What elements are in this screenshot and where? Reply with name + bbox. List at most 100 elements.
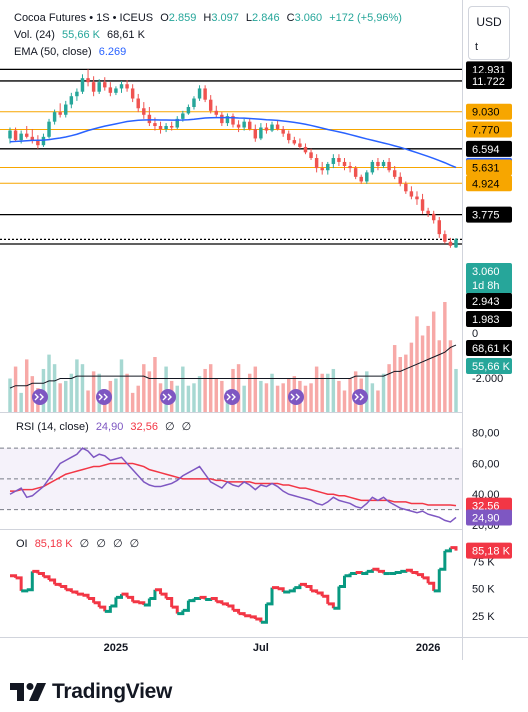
oi-step (333, 586, 341, 610)
volume-bar (75, 359, 79, 412)
rsi-tick-80: 80,00 (472, 428, 500, 440)
candle (326, 163, 330, 171)
candle (247, 121, 252, 130)
candle (64, 104, 68, 115)
oi-badge: 85,18 K (472, 546, 511, 558)
volume-bar (175, 385, 179, 412)
oi-step (322, 594, 330, 604)
price-label-3775: 3.775 (472, 210, 500, 222)
oi-step (272, 586, 280, 590)
volume-bar (314, 366, 319, 412)
currency-unit-selector[interactable]: USD t (468, 6, 510, 60)
rsi-badge: 24,90 (472, 512, 500, 524)
price-label-7770: 7.770 (472, 124, 500, 136)
price-panel[interactable] (0, 68, 462, 248)
candle (320, 168, 324, 171)
candle (287, 133, 291, 141)
candle (24, 133, 29, 137)
oi-step (439, 550, 447, 571)
oi-badge-bg (466, 542, 512, 559)
candle (164, 126, 168, 130)
oi-title[interactable]: OI (16, 538, 28, 550)
price-label-7770-bg (466, 121, 512, 138)
candle (420, 199, 425, 211)
volume-bar (448, 340, 453, 412)
volume-title[interactable]: Vol. (24) (14, 29, 55, 41)
volume-bar (365, 371, 369, 412)
volume-bar (264, 383, 269, 412)
volume-bar (8, 378, 12, 412)
rsi-line (9, 447, 457, 523)
ohlc-change: +172 (+5,96%) (329, 12, 402, 24)
volume-bar (242, 385, 246, 412)
oi-panel[interactable] (10, 546, 458, 624)
rollover-marker-icon (96, 389, 112, 405)
price-label-9030-bg (466, 103, 512, 120)
volume-bar (320, 373, 324, 412)
oi-step (266, 587, 274, 606)
rsi-ma-value: 32,56 (130, 421, 158, 433)
price-label-4924: 4.924 (472, 178, 500, 190)
oi-step (132, 600, 140, 604)
candle (415, 196, 419, 200)
x-tick-label: Jul (253, 642, 269, 654)
candle (370, 161, 375, 173)
candle (342, 161, 347, 167)
volume-bar (136, 385, 140, 412)
candle (309, 152, 313, 159)
volume-bar (47, 354, 51, 412)
last-price-badge (466, 263, 512, 294)
candle (158, 126, 163, 130)
volume-bar (443, 302, 447, 412)
candle (398, 176, 402, 184)
rsi-title[interactable]: RSI (14, close) (16, 421, 89, 433)
candle (58, 112, 62, 115)
volume-bar (275, 385, 280, 412)
volume-ma-line (9, 344, 457, 389)
price-label-6594: 6.594 (472, 144, 500, 156)
price-label-4924-bg (466, 175, 512, 192)
volume-bar (270, 373, 274, 412)
volume-bar (431, 311, 436, 412)
oi-step (450, 546, 458, 551)
volume-bar (342, 390, 347, 412)
rollover-marker-circle (32, 389, 48, 405)
countdown-label: 1d 8h (472, 280, 500, 292)
ema-title[interactable]: EMA (50, close) (14, 46, 92, 58)
candle (203, 88, 207, 100)
volume-bar (381, 373, 386, 412)
candle (13, 130, 18, 141)
volume-bar (203, 368, 207, 412)
price-label-11722-bg (466, 72, 512, 89)
rsi-ma-badge: 32,56 (472, 501, 500, 513)
oi-step (166, 596, 174, 608)
rsi-panel[interactable] (0, 447, 462, 523)
rollover-marker-circle (352, 389, 368, 405)
volume-bar (186, 385, 191, 412)
volume-bar (181, 366, 185, 412)
symbol-legend: Cocoa Futures • 1S • ICEUS O2.859 H3.097… (14, 11, 406, 25)
oi-step (143, 598, 151, 607)
tradingview-logo[interactable]: TradingView (10, 679, 172, 705)
candle (80, 78, 85, 92)
symbol-title[interactable]: Cocoa Futures • 1S • ICEUS (14, 12, 154, 24)
x-axis[interactable]: 2025 Jul 2026 (104, 642, 441, 654)
volume-bar (247, 373, 252, 412)
candle (236, 124, 241, 128)
candle (125, 84, 129, 89)
rollover-marker-arrow (34, 393, 44, 401)
oi-step (171, 605, 179, 614)
volume-bar (409, 342, 414, 412)
oi-step (15, 576, 23, 591)
candle (30, 136, 35, 141)
oi-step (400, 569, 408, 573)
ema-legend: EMA (50, close) 6.269 (14, 45, 130, 59)
candle (153, 123, 157, 127)
volume-bar (392, 345, 397, 412)
candle (181, 113, 185, 119)
volume-bar (80, 364, 85, 412)
volume-panel[interactable] (8, 302, 458, 412)
oi-step (355, 570, 363, 574)
